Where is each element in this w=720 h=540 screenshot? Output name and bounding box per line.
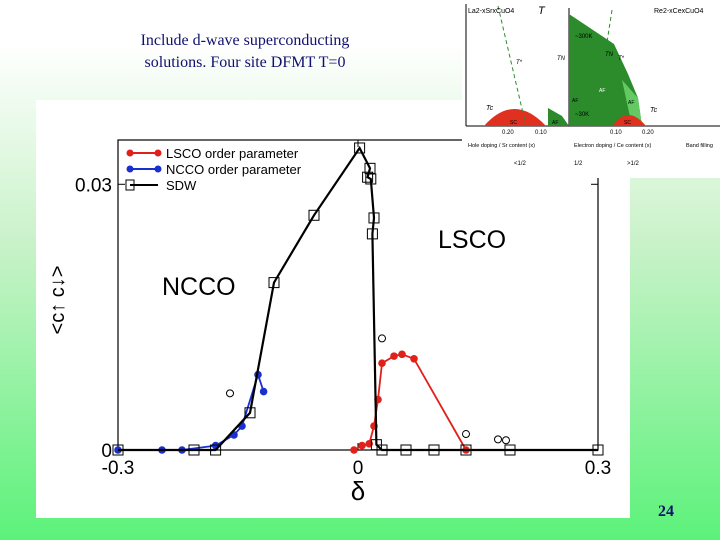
x-tick-label: -0.3 [102, 458, 135, 479]
inset-filling-1: <1/2 [514, 161, 527, 167]
inset-label-tstar-left: T* [516, 60, 523, 66]
inset-title-left: La2-xSrxCuO4 [468, 8, 514, 15]
sdw-point [364, 162, 376, 174]
legend-label: SDW [166, 178, 197, 193]
sdw-point [112, 444, 124, 456]
legend-swatch-dot [126, 149, 134, 157]
y-axis-label: <c↑ c↓> [47, 266, 69, 335]
inset-label-tc-left: Tc [486, 105, 494, 112]
inset-filling-3: >1/2 [627, 161, 640, 167]
inset-label-af-3: AF [628, 100, 634, 106]
annotations: LSCO NCCO [162, 226, 506, 301]
open-circle-point [494, 435, 502, 444]
title-line-1: Include d-wave superconducting [140, 32, 350, 49]
inset-label-sc-1: SC [510, 120, 517, 126]
inset-label-300k: ~300K [575, 34, 593, 40]
series-point-lsco [358, 441, 366, 450]
legend-swatch-dot [154, 149, 162, 157]
open-circle-point [502, 436, 510, 445]
x-tick-label: 0 [353, 458, 364, 479]
sdw-point [210, 444, 222, 456]
sdw-point [504, 444, 516, 456]
series-point-lsco [378, 359, 386, 368]
series-point-lsco [410, 354, 418, 363]
inset-label-af-4: AF [552, 120, 558, 126]
sdw-point [354, 142, 366, 154]
inset-label-tn-left: TN [557, 56, 566, 62]
sdw-point [460, 444, 472, 456]
legend-label: LSCO order parameter [166, 146, 299, 161]
inset-axis-right: Electron doping / Ce content (x) [574, 143, 652, 149]
lsco-af-region [548, 108, 569, 126]
legend-swatch-box [125, 179, 135, 191]
inset-axis-left: Hole doping / Sr content (x) [468, 143, 535, 149]
tick-labels: -0.3 0 0.300.03 [75, 175, 611, 479]
slide-number: 24 [658, 503, 674, 520]
sdw-point [368, 212, 380, 224]
inset-label-30k: ~30K [575, 112, 589, 118]
y-tick-label: 0.03 [75, 175, 112, 196]
title-line-2: solutions. Four site DFMT T=0 [144, 54, 346, 71]
open-circle-point [226, 389, 234, 398]
sdw-point [428, 444, 440, 456]
inset-tick-r1: 0.10 [610, 130, 622, 136]
inset-axis-far: Band filling [686, 143, 713, 149]
series-line-lsco [353, 353, 467, 451]
legend-swatch-dot [154, 165, 162, 173]
sdw-point [370, 439, 382, 451]
phase-diagram-inset: La2-xSrxCuO4 T Re2-xCexCuO4 ~300K ~30K T… [462, 0, 720, 178]
inset-tick-r2: 0.20 [642, 130, 654, 136]
annotation-lsco: LSCO [438, 226, 506, 254]
axis-labels: δ <c↑ c↓> [47, 266, 365, 506]
t-star-right-line [593, 9, 613, 127]
sdw-point [362, 171, 374, 183]
series-point-lsco [350, 446, 358, 454]
annotation-ncco: NCCO [162, 273, 236, 301]
sdw-point [268, 277, 280, 289]
inset-label-tstar-right: T* [618, 56, 625, 62]
sdw-point [366, 228, 378, 240]
lsco-sc-dome [484, 109, 546, 126]
sdw-point [188, 444, 200, 456]
inset-label-tn-right: TN [605, 52, 614, 58]
open-circle-point [378, 334, 386, 343]
inset-tick-l2: 0.10 [535, 130, 547, 136]
x-tick-label: 0.3 [585, 458, 611, 479]
x-axis-label: δ [351, 476, 365, 506]
sdw-point [244, 407, 256, 419]
inset-title-center: T [538, 5, 546, 17]
series-layer [112, 142, 604, 456]
inset-label-af-1: AF [572, 98, 578, 104]
series-line-sdw [118, 145, 598, 452]
inset-title-right: Re2-xCexCuO4 [654, 8, 704, 15]
t-star-left-line [497, 5, 527, 127]
sdw-point [365, 173, 377, 185]
inset-tick-l1: 0.20 [502, 130, 514, 136]
ncco-af-region [569, 14, 642, 126]
series-point-lsco [390, 352, 398, 360]
inset-label-tc-right: Tc [650, 107, 658, 114]
y-tick-label: 0 [101, 441, 112, 462]
legend-label: NCCO order parameter [166, 162, 302, 177]
series-point-ncco [259, 387, 268, 396]
sdw-point [592, 444, 604, 456]
sdw-point [308, 209, 320, 221]
inset-filling-2: 1/2 [574, 161, 583, 167]
series-line-ncco [118, 371, 265, 451]
ncco-af-light [622, 80, 642, 126]
inset-label-af-2: AF [599, 88, 605, 94]
slide-title: Include d-wave superconducting solutions… [100, 30, 390, 74]
legend-swatch-dot [126, 165, 134, 173]
open-circle-point [462, 430, 470, 439]
sdw-point [400, 444, 412, 456]
ncco-sc-dome [612, 115, 646, 126]
inset-label-sc-2: SC [624, 120, 631, 126]
phase-diagram: La2-xSrxCuO4 T Re2-xCexCuO4 ~300K ~30K T… [465, 4, 720, 167]
series-point-lsco [398, 350, 406, 359]
